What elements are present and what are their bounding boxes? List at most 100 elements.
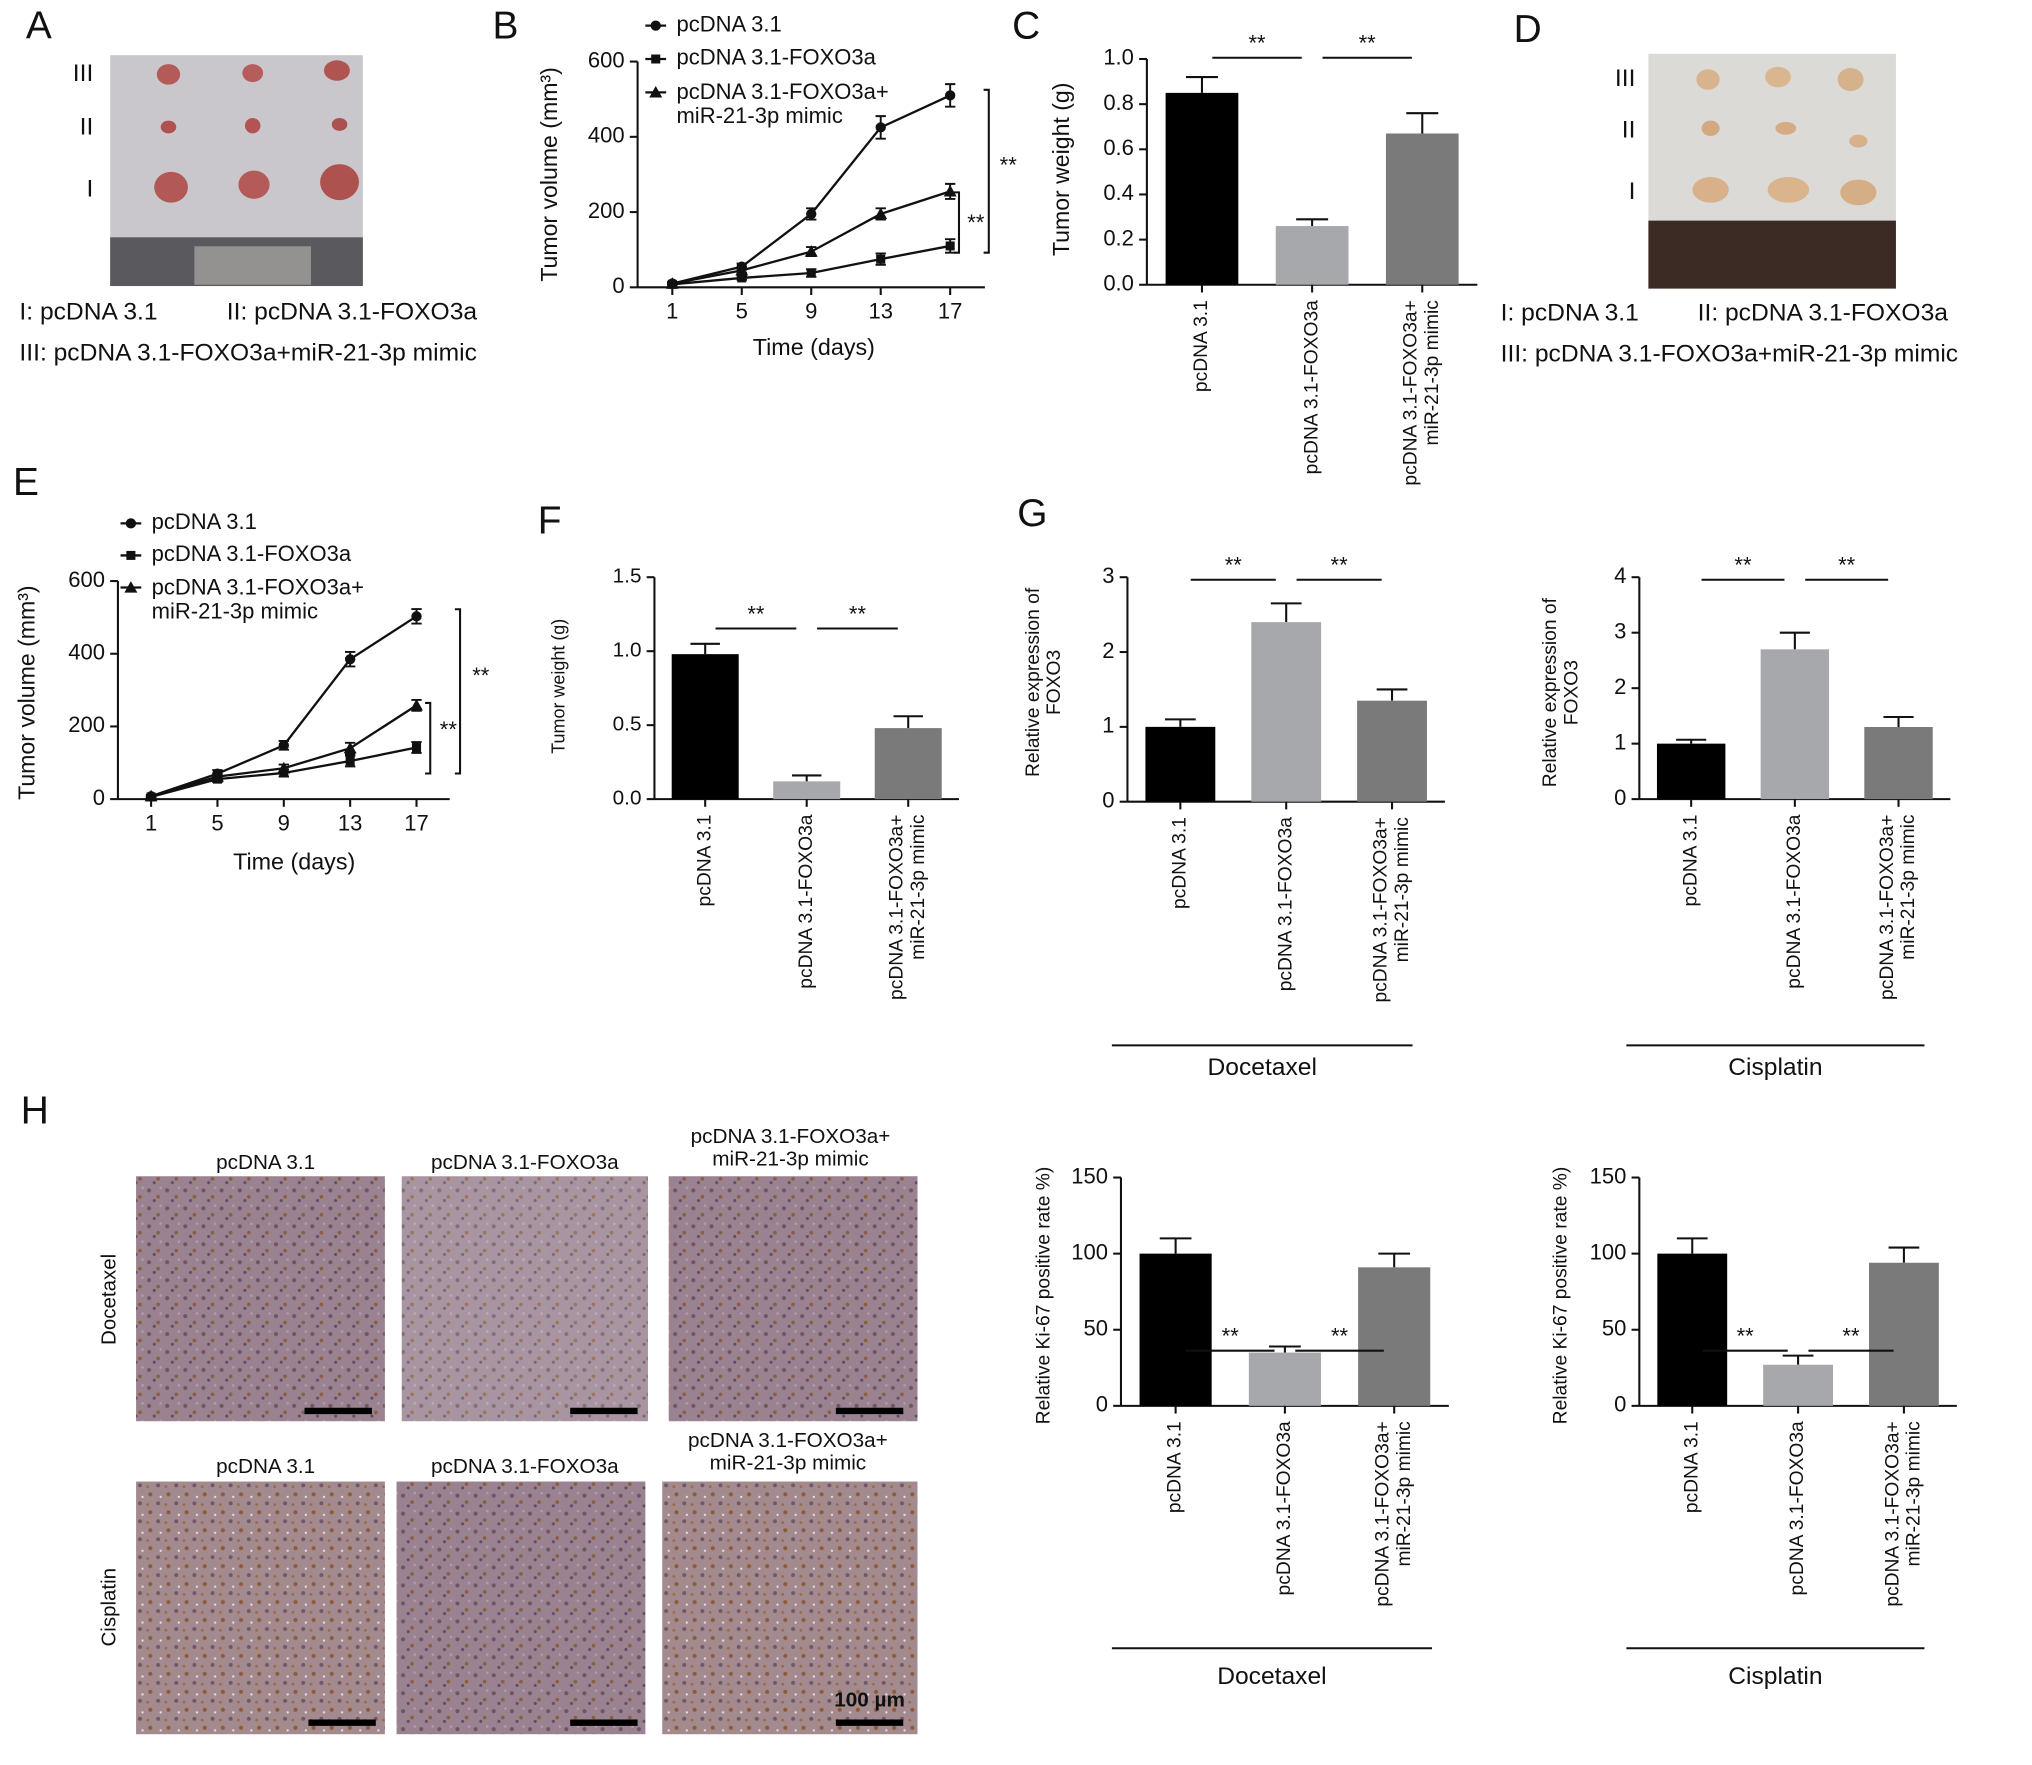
x-tick-label: 5 (736, 299, 748, 324)
bar (1358, 1267, 1431, 1406)
y-axis-label-group: Relative Ki-67 positive rate %) (1034, 1167, 1055, 1425)
marker (343, 741, 357, 754)
micrograph-title: pcDNA 3.1-FOXO3a+ miR-21-3p mimic (691, 1126, 891, 1171)
y-axis-label-group: Tumor volume (mm³) (14, 585, 40, 799)
marker (806, 208, 817, 220)
x-tick-label-group: pcDNA 3.1 (1681, 1421, 1702, 1513)
x-tick-label: pcDNA 3.1-FOXO3a (1275, 817, 1296, 991)
x-tick-label-group: pcDNA 3.1-FOXO3a (1301, 300, 1322, 474)
y-axis-label: Tumor volume (mm³) (14, 585, 40, 799)
x-tick-label: pcDNA 3.1-FOXO3a (1784, 814, 1805, 988)
y-tick-label: 0.6 (1103, 135, 1134, 160)
x-tick-label-group: pcDNA 3.1-FOXO3a+miR-21-3p mimic (1401, 300, 1443, 486)
x-tick-label-group: pcDNA 3.1-FOXO3a+miR-21-3p mimic (1877, 814, 1919, 1000)
row-label: I (1629, 178, 1636, 205)
significance-label: ** (440, 717, 458, 742)
y-tick-label: 2 (1614, 674, 1626, 699)
y-axis-label: Relative Ki-67 positive rate %) (1551, 1167, 1572, 1425)
significance-label: ** (1842, 1324, 1860, 1349)
micrograph-title: pcDNA 3.1-FOXO3a (431, 1455, 619, 1478)
error-bar (1164, 718, 1196, 727)
y-tick-label: 150 (1590, 1163, 1627, 1188)
group-label: Cisplatin (1728, 1663, 1822, 1690)
bar (1385, 133, 1459, 285)
marker (944, 90, 956, 101)
y-axis-label: Relative expression ofFOXO3 (1023, 587, 1065, 777)
x-tick-label: pcDNA 3.1-FOXO3a (1274, 1421, 1295, 1595)
marker (650, 20, 661, 31)
y-axis-label-group: Tumor volume (mm³) (536, 67, 562, 281)
photo-legend: II: pcDNA 3.1-FOXO3a (227, 299, 478, 326)
error-bar (1269, 1345, 1301, 1353)
marker (411, 743, 422, 753)
bar (1656, 743, 1726, 800)
y-tick-label: 4 (1614, 563, 1626, 588)
marker (210, 770, 224, 782)
marker (804, 245, 818, 257)
significance-bracket (953, 191, 961, 254)
legend-label: pcDNA 3.1-FOXO3a (676, 45, 876, 70)
photo-legend: I: pcDNA 3.1 (1501, 300, 1639, 327)
error-bar (1782, 1354, 1814, 1365)
significance-label: ** (1225, 553, 1243, 578)
bar (1760, 649, 1830, 800)
panel-letter: H (21, 1090, 49, 1133)
significance-label: ** (1838, 553, 1856, 578)
x-tick-label-group: pcDNA 3.1-FOXO3a+miR-21-3p mimic (1882, 1421, 1924, 1607)
y-tick-label: 600 (588, 47, 625, 72)
y-tick-label: 0 (93, 785, 105, 810)
row-label: II (80, 114, 94, 141)
group-label: Docetaxel (1217, 1663, 1326, 1690)
bar (874, 728, 942, 800)
x-tick-label: pcDNA 3.1 (1169, 817, 1190, 909)
significance-label: ** (1359, 31, 1377, 56)
marker (144, 789, 158, 802)
x-tick-label: pcDNA 3.1-FOXO3a+miR-21-3p mimic (1877, 814, 1919, 1000)
x-axis-label: Time (days) (753, 334, 875, 360)
group-label: Docetaxel (1208, 1054, 1317, 1081)
y-axis-label: Tumor weight (g) (549, 619, 569, 754)
x-tick-label: pcDNA 3.1-FOXO3a+miR-21-3p mimic (1401, 300, 1443, 486)
micrographs (136, 1176, 918, 1735)
row-label: III (1615, 65, 1636, 92)
bar (1248, 1352, 1321, 1406)
significance-bracket (454, 608, 462, 775)
x-tick-label: pcDNA 3.1-FOXO3a+miR-21-3p mimic (1370, 817, 1412, 1003)
error-bar (1296, 218, 1329, 227)
error-bar (1376, 688, 1408, 701)
y-tick-label: 400 (68, 640, 105, 665)
x-tick-label: 13 (338, 811, 362, 836)
row-label-group: Cisplatin (98, 1568, 121, 1647)
y-tick-label: 1.0 (1103, 45, 1134, 70)
marker (344, 654, 356, 665)
y-tick-label: 0.4 (1103, 180, 1134, 205)
x-tick-label: pcDNA 3.1 (1191, 300, 1212, 392)
y-axis-label: Relative Ki-67 positive rate %) (1034, 1167, 1055, 1425)
marker (124, 581, 138, 593)
x-tick-label: pcDNA 3.1-FOXO3a+miR-21-3p mimic (887, 814, 929, 1000)
y-tick-label: 0 (612, 273, 624, 298)
y-tick-label: 0.0 (1103, 271, 1134, 296)
scale-bar-label: 100 µm (834, 1688, 905, 1711)
x-tick-label: pcDNA 3.1 (694, 815, 715, 907)
y-axis-label-group: Tumor weight (g) (1048, 83, 1074, 256)
y-axis-label-group: Tumor weight (g) (549, 619, 569, 754)
marker (649, 85, 663, 98)
error-bar (690, 642, 720, 655)
row-label: Docetaxel (98, 1254, 121, 1345)
bar (1145, 726, 1216, 802)
significance-label: ** (1331, 1324, 1349, 1349)
y-tick-label: 1 (1102, 713, 1114, 738)
y-axis-label: Tumor weight (g) (1048, 83, 1074, 256)
marker (735, 263, 749, 276)
x-tick-label: pcDNA 3.1 (1165, 1421, 1186, 1513)
y-tick-label: 50 (1602, 1316, 1626, 1341)
error-bar (791, 774, 822, 782)
y-tick-label: 50 (1084, 1316, 1108, 1341)
marker (737, 273, 747, 283)
bar (773, 781, 841, 800)
x-tick-label: 5 (211, 811, 223, 836)
panel-letter: A (26, 5, 52, 48)
x-tick-label-group: pcDNA 3.1 (694, 815, 715, 907)
